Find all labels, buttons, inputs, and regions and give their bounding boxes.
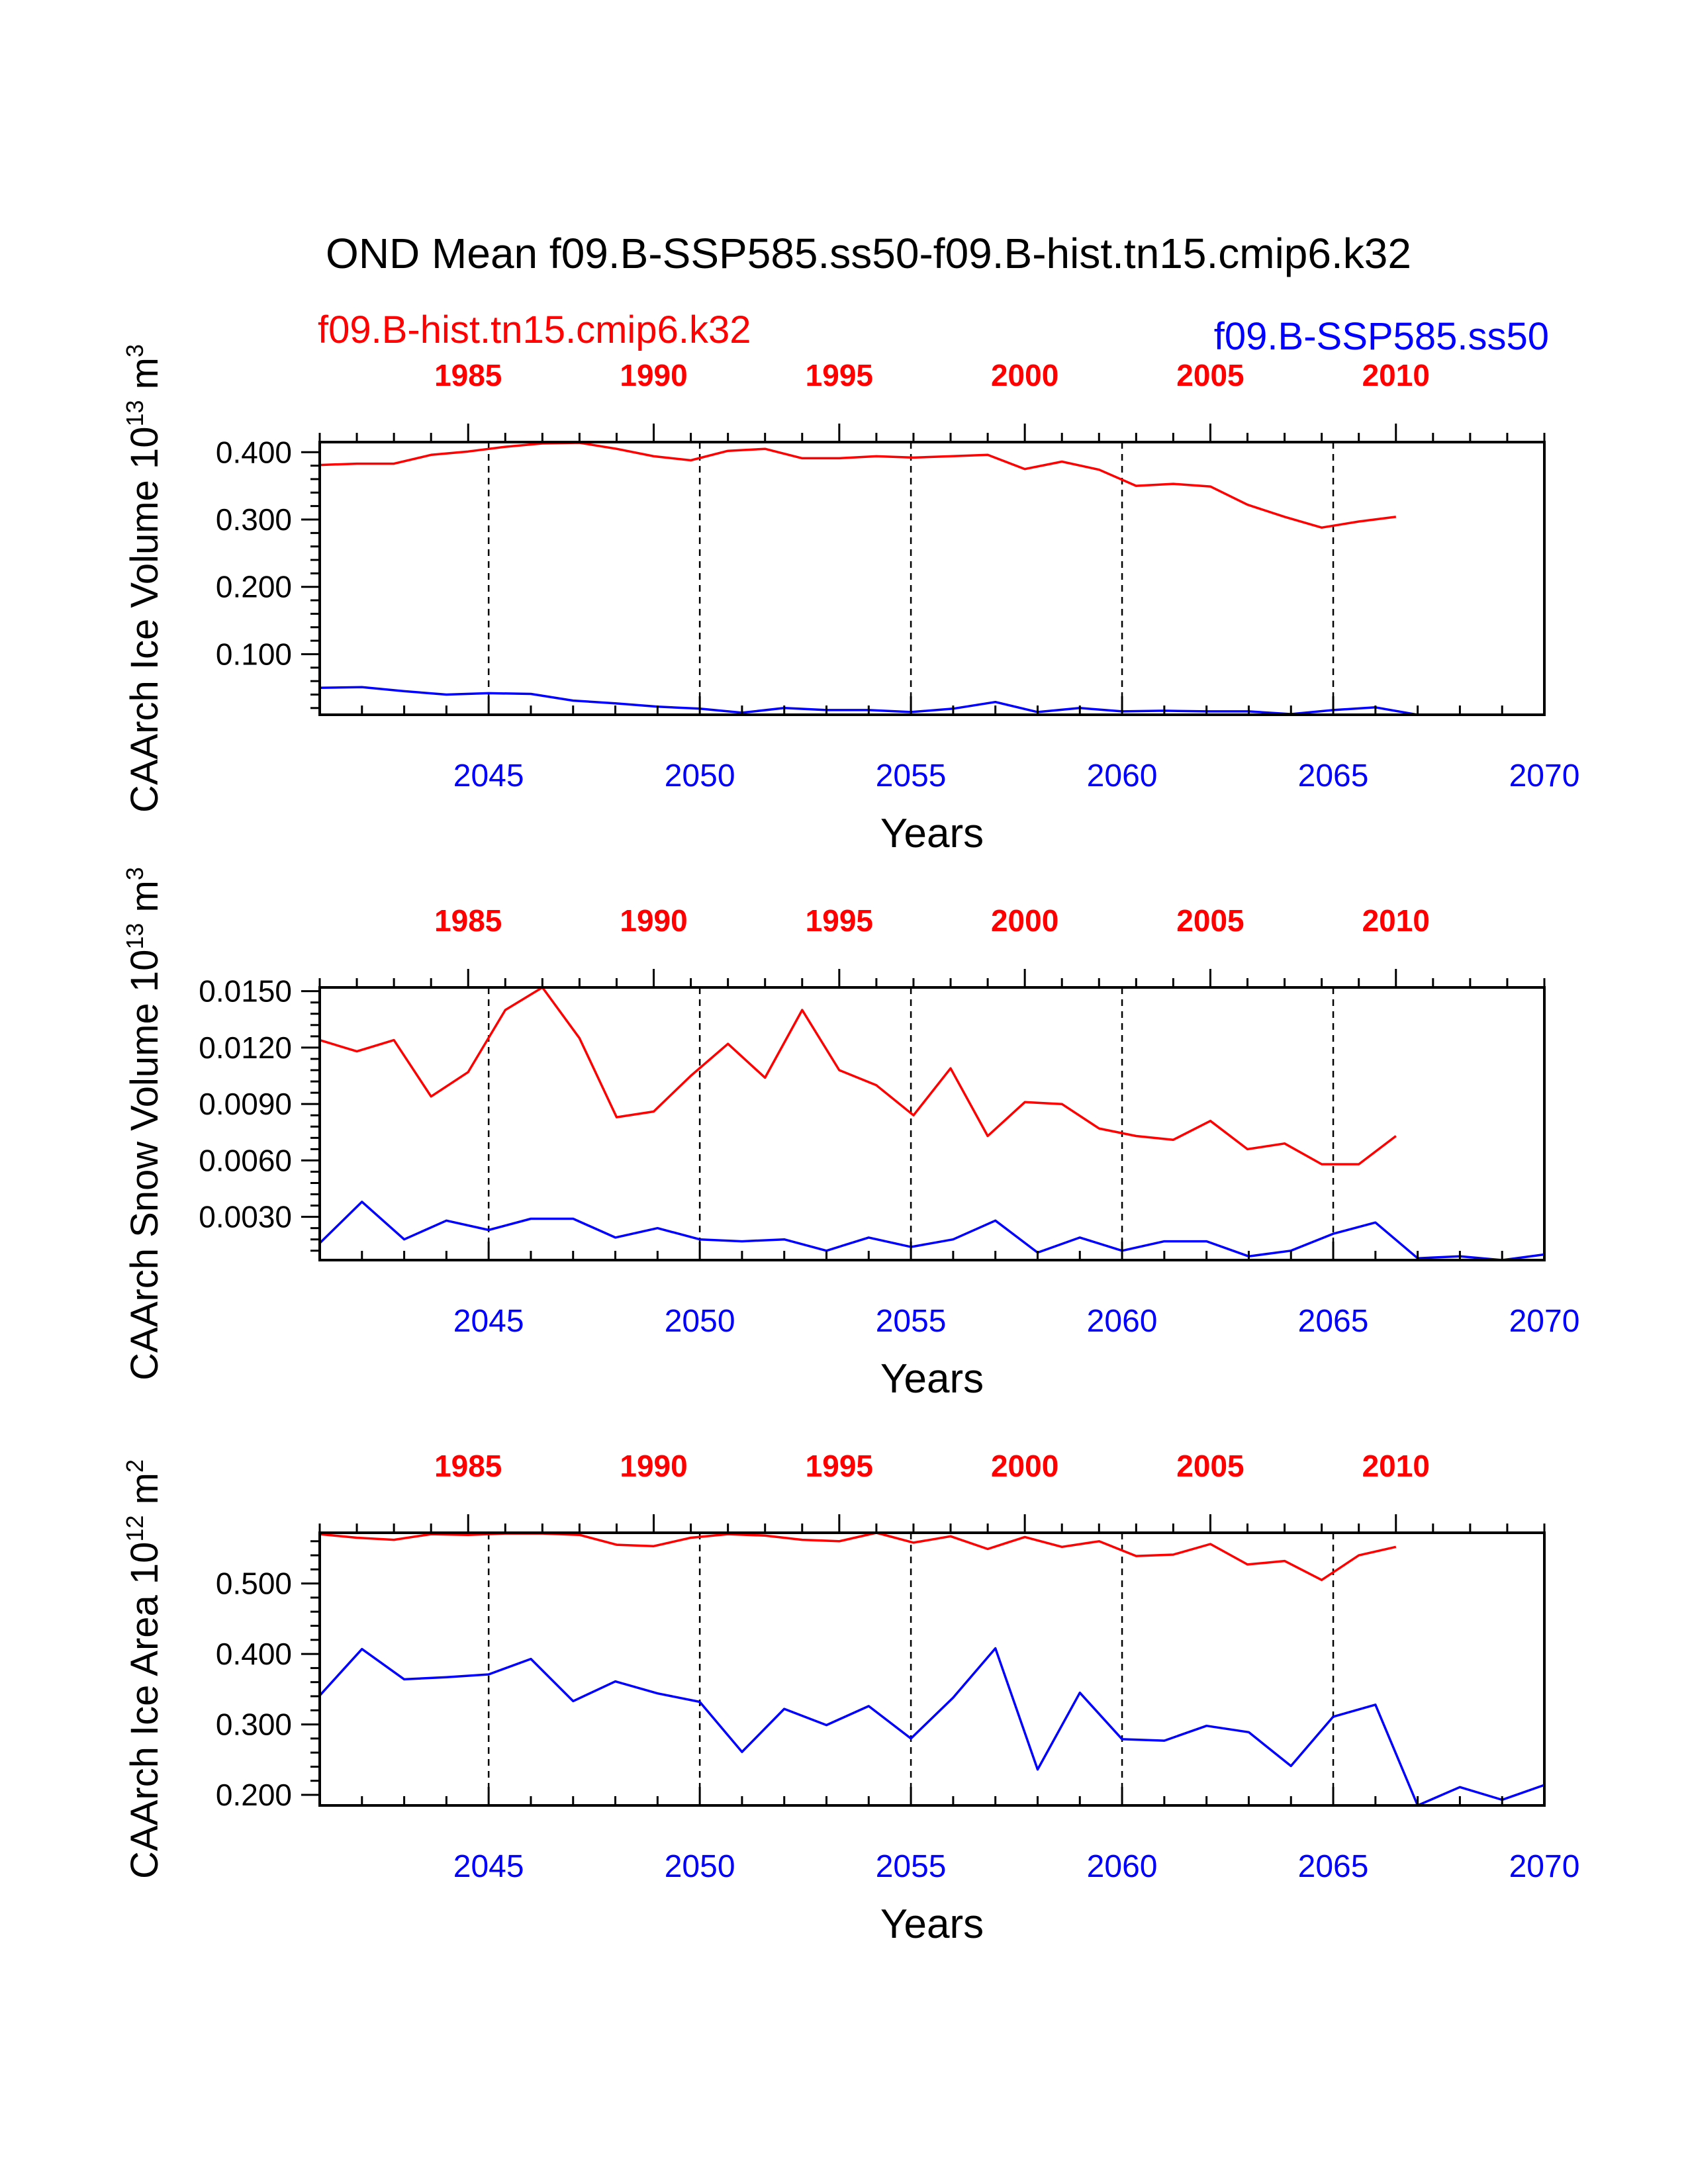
top-tick-label: 1995	[806, 903, 873, 938]
top-tick-label: 1985	[434, 1449, 502, 1483]
plot-frame	[318, 441, 1546, 716]
y-tick-label: 0.0060	[199, 1143, 292, 1177]
plot-frame	[318, 986, 1546, 1261]
y-tick-label: 0.0030	[199, 1200, 292, 1234]
bottom-tick-label: 2045	[453, 758, 524, 794]
bottom-tick-label: 2070	[1509, 758, 1580, 794]
plot-frame	[318, 1531, 1546, 1807]
bottom-tick-label: 2065	[1298, 758, 1369, 794]
series-line-ssp	[318, 1647, 1545, 1807]
x-axis-label: Years	[880, 1356, 984, 1402]
y-tick-label: 0.0150	[199, 974, 292, 1009]
top-tick-label: 1990	[620, 903, 687, 938]
legend-ssp-label: f09.B-SSP585.ss50	[1214, 315, 1549, 358]
bottom-tick-label: 2055	[876, 758, 947, 794]
top-tick-label: 2010	[1362, 903, 1430, 938]
bottom-tick-label: 2065	[1298, 1849, 1369, 1884]
bottom-tick-label: 2045	[453, 1304, 524, 1339]
bottom-tick-label: 2050	[665, 758, 735, 794]
bottom-tick-label: 2055	[876, 1849, 947, 1884]
top-tick-label: 1985	[434, 903, 502, 938]
top-tick-label: 1990	[620, 358, 687, 392]
bottom-tick-label: 2065	[1298, 1304, 1369, 1339]
y-axis-label: CAArch Snow Volume 1013 m3	[121, 867, 166, 1381]
series-line-ssp	[319, 686, 1544, 716]
figure-title: OND Mean f09.B-SSP585.ss50-f09.B-hist.tn…	[326, 230, 1411, 277]
y-tick-label: 0.300	[216, 502, 292, 537]
bottom-tick-label: 2045	[453, 1849, 524, 1884]
y-tick-label: 0.400	[216, 1637, 292, 1671]
y-axis-label: CAArch Ice Volume 1013 m3	[121, 344, 166, 813]
bottom-tick-label: 2070	[1509, 1849, 1580, 1884]
top-tick-label: 2005	[1176, 1449, 1244, 1483]
top-tick-label: 2000	[991, 1449, 1058, 1483]
series-line-ssp	[318, 1201, 1545, 1261]
y-tick-label: 0.100	[216, 637, 292, 671]
bottom-tick-label: 2060	[1087, 1304, 1158, 1339]
legend-hist-label: f09.B-hist.tn15.cmip6.k32	[318, 308, 751, 351]
top-tick-label: 2000	[991, 358, 1058, 392]
top-tick-label: 1985	[434, 358, 502, 392]
x-axis-label: Years	[880, 811, 984, 856]
y-tick-label: 0.0120	[199, 1030, 292, 1065]
y-axis-label: CAArch Ice Area 1012 m2	[121, 1459, 166, 1879]
y-tick-label: 0.500	[216, 1567, 292, 1601]
chart-panel-2: 2045 2050 2055 2060 2065 2070 1985 1990 1995 2000…	[121, 867, 1579, 1402]
bottom-tick-label: 2060	[1087, 758, 1158, 794]
bottom-tick-label: 2070	[1509, 1304, 1580, 1339]
series-line-hist	[319, 1531, 1397, 1582]
top-tick-label: 2010	[1362, 1449, 1430, 1483]
chart-panel-1: 2045 2050 2055 2060 2065 2070 1985 1990 1995 2000…	[121, 344, 1579, 856]
series-line-hist	[319, 441, 1397, 529]
bottom-tick-label: 2050	[665, 1849, 735, 1884]
top-tick-label: 2010	[1362, 358, 1430, 392]
bottom-tick-label: 2060	[1087, 1849, 1158, 1884]
series-line-hist	[319, 986, 1397, 1165]
x-axis-label: Years	[880, 1901, 984, 1947]
top-tick-label: 2005	[1176, 358, 1244, 392]
chart-panel-3: 2045 2050 2055 2060 2065 2070 1985 1990 1995 2000…	[121, 1449, 1579, 1947]
y-tick-label: 0.0090	[199, 1087, 292, 1121]
y-tick-label: 0.200	[216, 1778, 292, 1812]
top-tick-label: 1990	[620, 1449, 687, 1483]
bottom-tick-label: 2050	[665, 1304, 735, 1339]
y-tick-label: 0.300	[216, 1707, 292, 1742]
y-tick-label: 0.400	[216, 435, 292, 469]
top-tick-label: 2000	[991, 903, 1058, 938]
top-tick-label: 1995	[806, 358, 873, 392]
top-tick-label: 1995	[806, 1449, 873, 1483]
top-tick-label: 2005	[1176, 903, 1244, 938]
y-tick-label: 0.200	[216, 570, 292, 604]
chart-panels: 2045 2050 2055 2060 2065 2070 1985 1990 1995 2000…	[121, 344, 1579, 1947]
bottom-tick-label: 2055	[876, 1304, 947, 1339]
